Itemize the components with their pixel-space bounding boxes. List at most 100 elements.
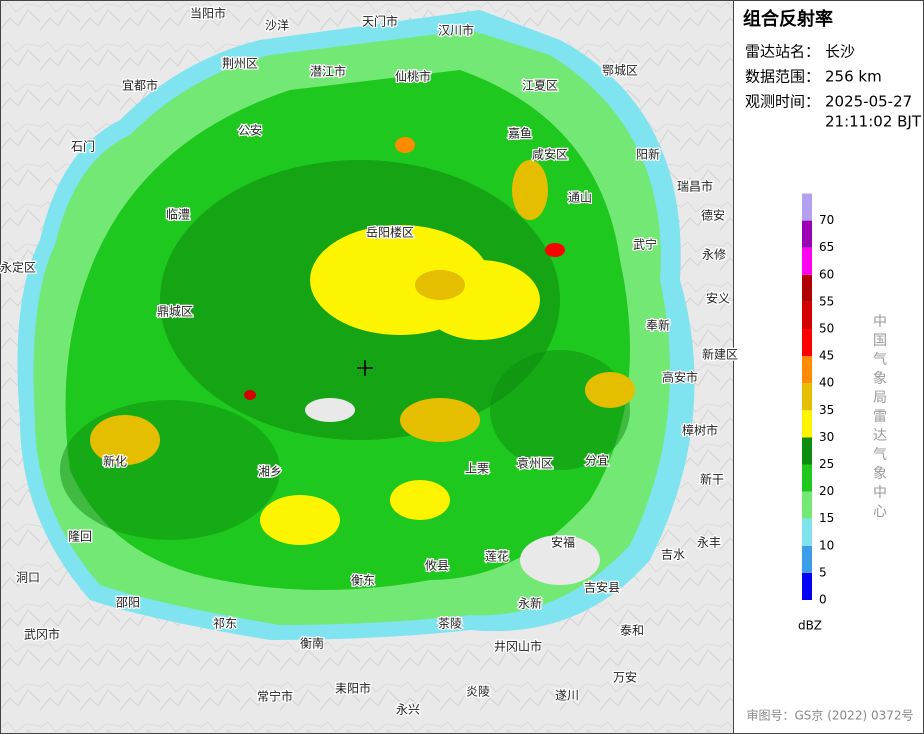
place-label: 鼎城区 bbox=[157, 305, 193, 319]
legend-swatch bbox=[802, 247, 812, 275]
approval-number: 审图号：GS京 (2022) 0372号 bbox=[747, 708, 914, 723]
legend-swatch bbox=[802, 410, 812, 438]
place-label: 常宁市 bbox=[257, 689, 293, 704]
place-label: 上栗 bbox=[465, 462, 489, 476]
place-label: 安义 bbox=[706, 291, 730, 306]
legend-label: 70 bbox=[819, 213, 834, 227]
legend-swatch bbox=[802, 220, 812, 248]
place-label: 炎陵 bbox=[466, 685, 490, 699]
place-label: 衡南 bbox=[300, 636, 324, 651]
legend-label: 25 bbox=[819, 457, 834, 471]
legend-swatch bbox=[802, 329, 812, 357]
legend-swatch bbox=[802, 545, 812, 573]
place-label: 奉新 bbox=[646, 318, 670, 333]
legend-swatch bbox=[802, 301, 812, 329]
place-label: 祁东 bbox=[213, 616, 237, 631]
watermark-char: 国 bbox=[873, 333, 887, 349]
legend-swatch bbox=[802, 193, 812, 221]
place-label: 公安 bbox=[238, 123, 262, 138]
place-label: 石门 bbox=[71, 139, 95, 154]
place-label: 鄂城区 bbox=[602, 64, 638, 78]
watermark-char: 雷 bbox=[873, 409, 887, 425]
place-label: 井冈山市 bbox=[494, 639, 542, 654]
watermark: 中国气象局雷达气象中心 bbox=[873, 314, 887, 520]
place-label: 武冈市 bbox=[24, 627, 60, 642]
legend-label: 45 bbox=[819, 349, 834, 363]
place-label: 荆州区 bbox=[222, 57, 258, 71]
place-label: 吉安县 bbox=[584, 580, 620, 595]
place-label: 武宁 bbox=[633, 237, 657, 252]
legend-swatch bbox=[802, 464, 812, 492]
place-label: 永定区 bbox=[0, 260, 36, 275]
legend-label: 30 bbox=[819, 430, 834, 444]
panel-title: 组合反射率 bbox=[743, 8, 833, 30]
watermark-char: 象 bbox=[873, 371, 887, 387]
place-label: 莲花 bbox=[485, 549, 509, 564]
legend-swatch bbox=[802, 518, 812, 546]
place-label: 阳新 bbox=[636, 147, 660, 162]
place-label: 江夏区 bbox=[522, 79, 558, 93]
map bbox=[0, 0, 733, 734]
place-label: 咸安区 bbox=[532, 147, 568, 162]
legend-label: 15 bbox=[819, 511, 834, 525]
place-label: 袁州区 bbox=[517, 457, 553, 471]
legend-swatch bbox=[802, 437, 812, 465]
place-label: 永丰 bbox=[697, 536, 721, 550]
place-label: 当阳市 bbox=[190, 6, 226, 21]
place-label: 临澧 bbox=[166, 208, 190, 222]
place-label: 衡东 bbox=[351, 574, 375, 588]
place-label: 樟树市 bbox=[682, 423, 718, 438]
watermark-char: 象 bbox=[873, 466, 887, 482]
watermark-char: 气 bbox=[873, 447, 887, 463]
legend-swatch bbox=[802, 491, 812, 519]
time-label: 观测时间： bbox=[745, 93, 820, 111]
place-label: 耒阳市 bbox=[335, 681, 371, 696]
place-label: 潜江市 bbox=[310, 64, 346, 79]
place-label: 分宜 bbox=[585, 453, 609, 468]
place-label: 万安 bbox=[613, 670, 637, 685]
place-label: 茶陵 bbox=[438, 616, 462, 631]
place-label: 仙桃市 bbox=[395, 69, 431, 84]
watermark-text: 中国气象局雷达气象中心 bbox=[873, 314, 887, 520]
place-label: 隆回 bbox=[68, 529, 92, 544]
place-label: 永兴 bbox=[396, 703, 420, 717]
place-label: 洞口 bbox=[16, 571, 40, 585]
date: 2025-05-27 bbox=[825, 93, 912, 111]
legend-swatch bbox=[802, 356, 812, 384]
place-label: 安福 bbox=[551, 535, 575, 550]
place-label: 高安市 bbox=[662, 370, 698, 385]
place-label: 汉川市 bbox=[438, 23, 474, 38]
place-label: 嘉鱼 bbox=[508, 127, 532, 141]
place-label: 泰和 bbox=[620, 624, 644, 638]
watermark-char: 中 bbox=[873, 485, 887, 501]
station-label: 雷达站名： bbox=[745, 43, 820, 61]
watermark-char: 局 bbox=[873, 390, 887, 406]
range-label: 数据范围： bbox=[745, 68, 820, 86]
place-label: 天门市 bbox=[362, 14, 398, 29]
legend-label: 5 bbox=[819, 565, 827, 579]
place-label: 永新 bbox=[518, 596, 542, 611]
legend-label: 55 bbox=[819, 294, 834, 308]
watermark-char: 气 bbox=[873, 352, 887, 368]
legend-label: 10 bbox=[819, 538, 834, 552]
place-label: 邵阳 bbox=[116, 596, 140, 610]
watermark-char: 心 bbox=[873, 504, 887, 520]
place-label: 遂川 bbox=[555, 689, 579, 703]
legend-label: 35 bbox=[819, 403, 834, 417]
legend-label: 0 bbox=[819, 593, 827, 607]
legend-swatch bbox=[802, 383, 812, 411]
place-label: 攸县 bbox=[425, 558, 449, 573]
watermark-char: 达 bbox=[873, 428, 887, 444]
legend-label: 60 bbox=[819, 267, 834, 281]
place-label: 新建区 bbox=[702, 347, 738, 362]
legend-label: 65 bbox=[819, 240, 834, 254]
legend-label: 50 bbox=[819, 322, 834, 336]
range: 256 km bbox=[825, 68, 882, 86]
place-label: 德安 bbox=[701, 208, 725, 223]
station: 长沙 bbox=[825, 43, 855, 61]
place-label: 吉水 bbox=[661, 548, 685, 562]
time: 21:11:02 BJT bbox=[825, 113, 922, 131]
